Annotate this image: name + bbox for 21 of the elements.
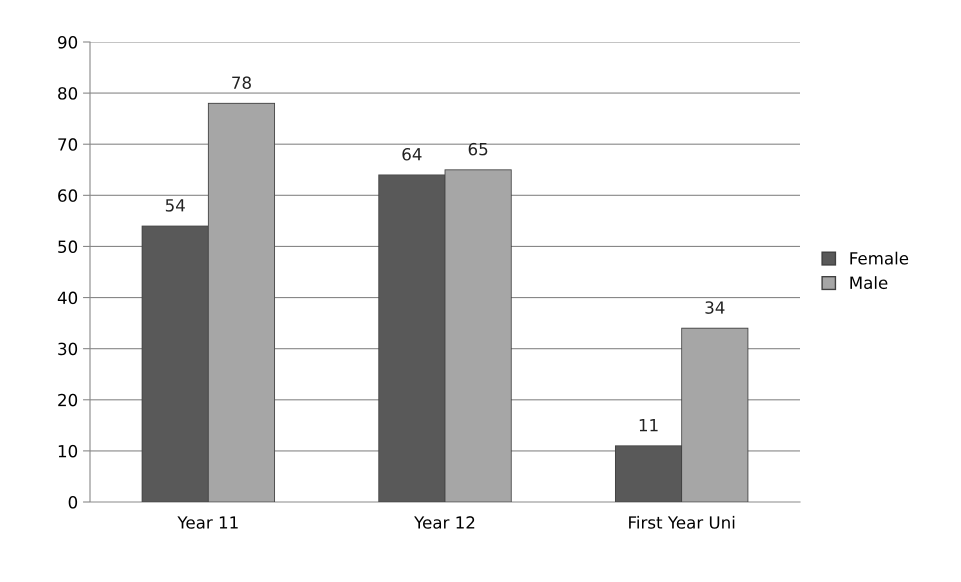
x-tick-label: Year 12 [414,516,474,529]
x-tick-label: Year 11 [177,516,238,529]
legend-label: Male [850,276,888,290]
y-tick-label: 0 [68,496,78,509]
y-tick-label: 40 [58,292,78,304]
y-tick-label: 20 [58,394,78,406]
legend-label: Female [850,252,908,265]
y-tick-label: 90 [58,36,78,49]
y-tick-label: 70 [58,138,78,151]
data-label: 64 [402,148,422,161]
y-tick-label: 50 [58,240,78,254]
x-tick-label: First Year Uni [629,516,734,529]
y-tick-label: 30 [58,342,78,356]
data-label: 11 [640,419,658,432]
data-label: 65 [468,142,488,156]
data-label: 34 [705,301,724,314]
data-label: 78 [232,76,251,89]
y-tick-label: 10 [58,444,78,458]
y-tick-label: 60 [58,189,78,202]
y-tick-label: 80 [58,87,78,100]
data-label: 54 [166,199,185,212]
